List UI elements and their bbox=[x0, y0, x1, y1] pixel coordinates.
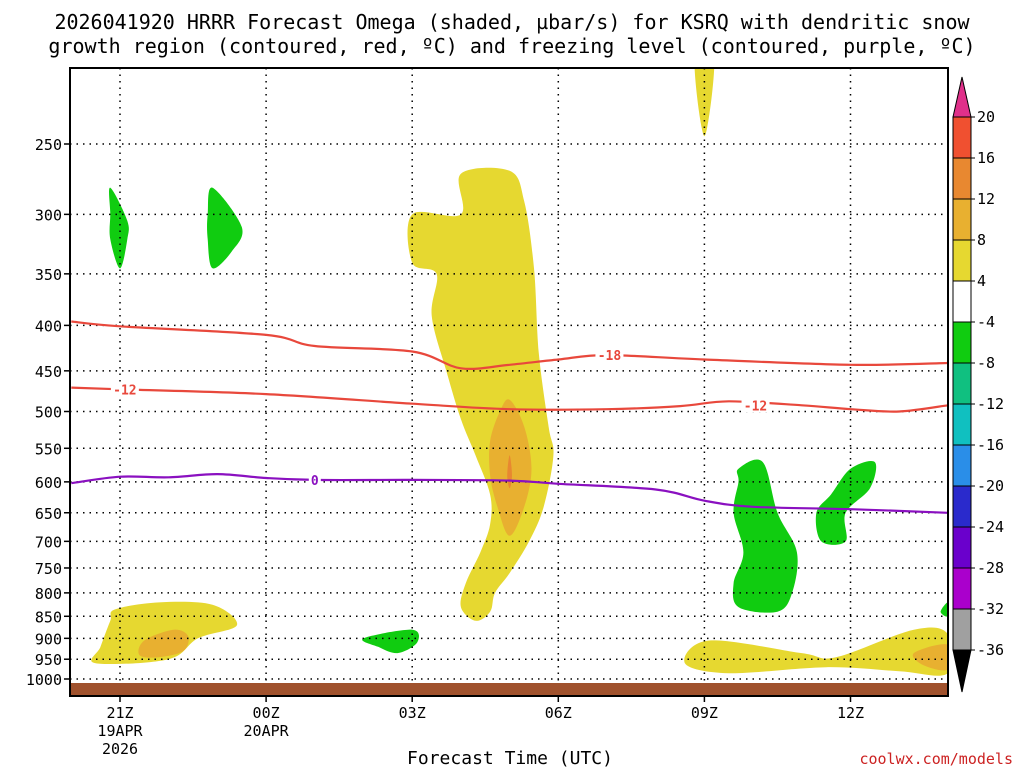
colorbar-label-8: -16 bbox=[977, 436, 1004, 454]
y-tick-label-350: 350 bbox=[35, 266, 62, 284]
colorbar-label-10: -24 bbox=[977, 518, 1004, 536]
colorbar-swatch-2 bbox=[952, 567, 972, 610]
plot-area: -18 -12 -12 0 bbox=[70, 68, 948, 696]
credit-text: coolwx.com/models bbox=[859, 750, 1013, 768]
colorbar-swatch-10 bbox=[952, 239, 972, 282]
colorbar-swatch-3 bbox=[952, 526, 972, 569]
y-tick-label-950: 950 bbox=[35, 651, 62, 669]
colorbar: 20 16 12 8 4 -4 -8 -12 -16 -20 -24 -28 -32 -36 bbox=[952, 76, 1004, 693]
plot-inner: -18 -12 -12 0 bbox=[70, 68, 948, 696]
colorbar-label-1: 16 bbox=[977, 149, 995, 167]
omega-yellow-top bbox=[694, 68, 715, 137]
freezing-level-line bbox=[71, 472, 948, 514]
chart-title-line1: 2026041920 HRRR Forecast Omega (shaded, … bbox=[54, 10, 970, 34]
colorbar-bottom-triangle bbox=[952, 649, 972, 693]
y-tick-label-500: 500 bbox=[35, 404, 62, 422]
x-tick-label-12Z: 12Z bbox=[837, 704, 864, 722]
colorbar-swatch-9 bbox=[952, 280, 972, 323]
dgz-minus12-right-label-bg bbox=[741, 398, 770, 413]
y-tick-label-300: 300 bbox=[35, 206, 62, 224]
dgz-minus18-label: -18 bbox=[598, 349, 622, 364]
omega-green-e bbox=[815, 460, 877, 545]
x-axis-label: Forecast Time (UTC) bbox=[407, 748, 613, 768]
omega-green-c bbox=[362, 629, 419, 654]
x-tick-label-06Z: 06Z bbox=[545, 704, 572, 722]
x-tick-date-00Z: 20APR bbox=[244, 722, 290, 740]
ground-strip bbox=[70, 683, 948, 696]
y-tick-label-750: 750 bbox=[35, 560, 62, 578]
y-tick-label-800: 800 bbox=[35, 585, 62, 603]
colorbar-label-9: -20 bbox=[977, 477, 1004, 495]
y-tick-label-900: 900 bbox=[35, 630, 62, 648]
x-tick-label-21Z: 21Z bbox=[106, 704, 133, 722]
omega-green-d bbox=[732, 459, 798, 613]
freezing-level-label-bg bbox=[308, 472, 321, 487]
dgz-minus18-label-bg bbox=[595, 348, 624, 363]
chart-title-line2: growth region (contoured, red, ºC) and f… bbox=[48, 34, 975, 58]
y-tick-label-550: 550 bbox=[35, 440, 62, 458]
axes: 250 300 350 400 450 500 550 600 650 700 750 800 850 9… bbox=[26, 67, 949, 758]
colorbar-label-5: -4 bbox=[977, 313, 995, 331]
y-tick-label-700: 700 bbox=[35, 533, 62, 551]
x-tick-label-00Z: 00Z bbox=[253, 704, 280, 722]
omega-green-a bbox=[109, 187, 129, 269]
colorbar-label-0: 20 bbox=[977, 108, 995, 126]
colorbar-label-12: -32 bbox=[977, 600, 1004, 618]
colorbar-top-triangle bbox=[952, 76, 972, 118]
colorbar-swatch-6 bbox=[952, 403, 972, 446]
y-tick-label-850: 850 bbox=[35, 608, 62, 626]
dgz-minus12-label-bg bbox=[110, 382, 139, 397]
y-tick-label-600: 600 bbox=[35, 474, 62, 492]
x-tick-year-21Z: 2026 bbox=[102, 740, 138, 758]
colorbar-swatch-4 bbox=[952, 485, 972, 528]
freezing-level-label: 0 bbox=[311, 474, 319, 489]
x-tick-label-09Z: 09Z bbox=[691, 704, 718, 722]
y-tick-label-400: 400 bbox=[35, 317, 62, 335]
x-tick-label-03Z: 03Z bbox=[399, 704, 426, 722]
colorbar-label-2: 12 bbox=[977, 190, 995, 208]
dgz-minus12-line bbox=[71, 386, 948, 413]
omega-green-b bbox=[207, 187, 243, 269]
omega-yellow-lowright bbox=[684, 627, 948, 676]
colorbar-label-3: 8 bbox=[977, 231, 986, 249]
y-tick-label-650: 650 bbox=[35, 505, 62, 523]
colorbar-swatch-7 bbox=[952, 362, 972, 405]
colorbar-swatch-13 bbox=[952, 116, 972, 159]
colorbar-label-6: -8 bbox=[977, 354, 995, 372]
plot-frame bbox=[69, 67, 949, 697]
y-tick-label-450: 450 bbox=[35, 363, 62, 381]
dgz-minus12-right-label: -12 bbox=[744, 399, 767, 414]
omega-orange-lowleft bbox=[138, 629, 189, 658]
colorbar-label-11: -28 bbox=[977, 559, 1004, 577]
omega-yellow-main bbox=[407, 167, 554, 621]
dgz-minus12-label: -12 bbox=[113, 383, 136, 398]
x-tick-date-21Z: 19APR bbox=[97, 722, 143, 740]
colorbar-label-4: 4 bbox=[977, 272, 986, 290]
omega-orange-lowright bbox=[912, 644, 948, 671]
colorbar-swatch-1 bbox=[952, 608, 972, 651]
colorbar-label-13: -36 bbox=[977, 641, 1004, 659]
omega-green-f bbox=[940, 602, 948, 617]
colorbar-swatch-8 bbox=[952, 321, 972, 364]
y-tick-label-250: 250 bbox=[35, 136, 62, 154]
colorbar-label-7: -12 bbox=[977, 395, 1004, 413]
colorbar-swatch-11 bbox=[952, 198, 972, 241]
colorbar-swatch-5 bbox=[952, 444, 972, 487]
y-tick-label-1000: 1000 bbox=[26, 671, 62, 689]
colorbar-swatch-12 bbox=[952, 157, 972, 200]
dgz-minus18-line bbox=[71, 320, 948, 370]
